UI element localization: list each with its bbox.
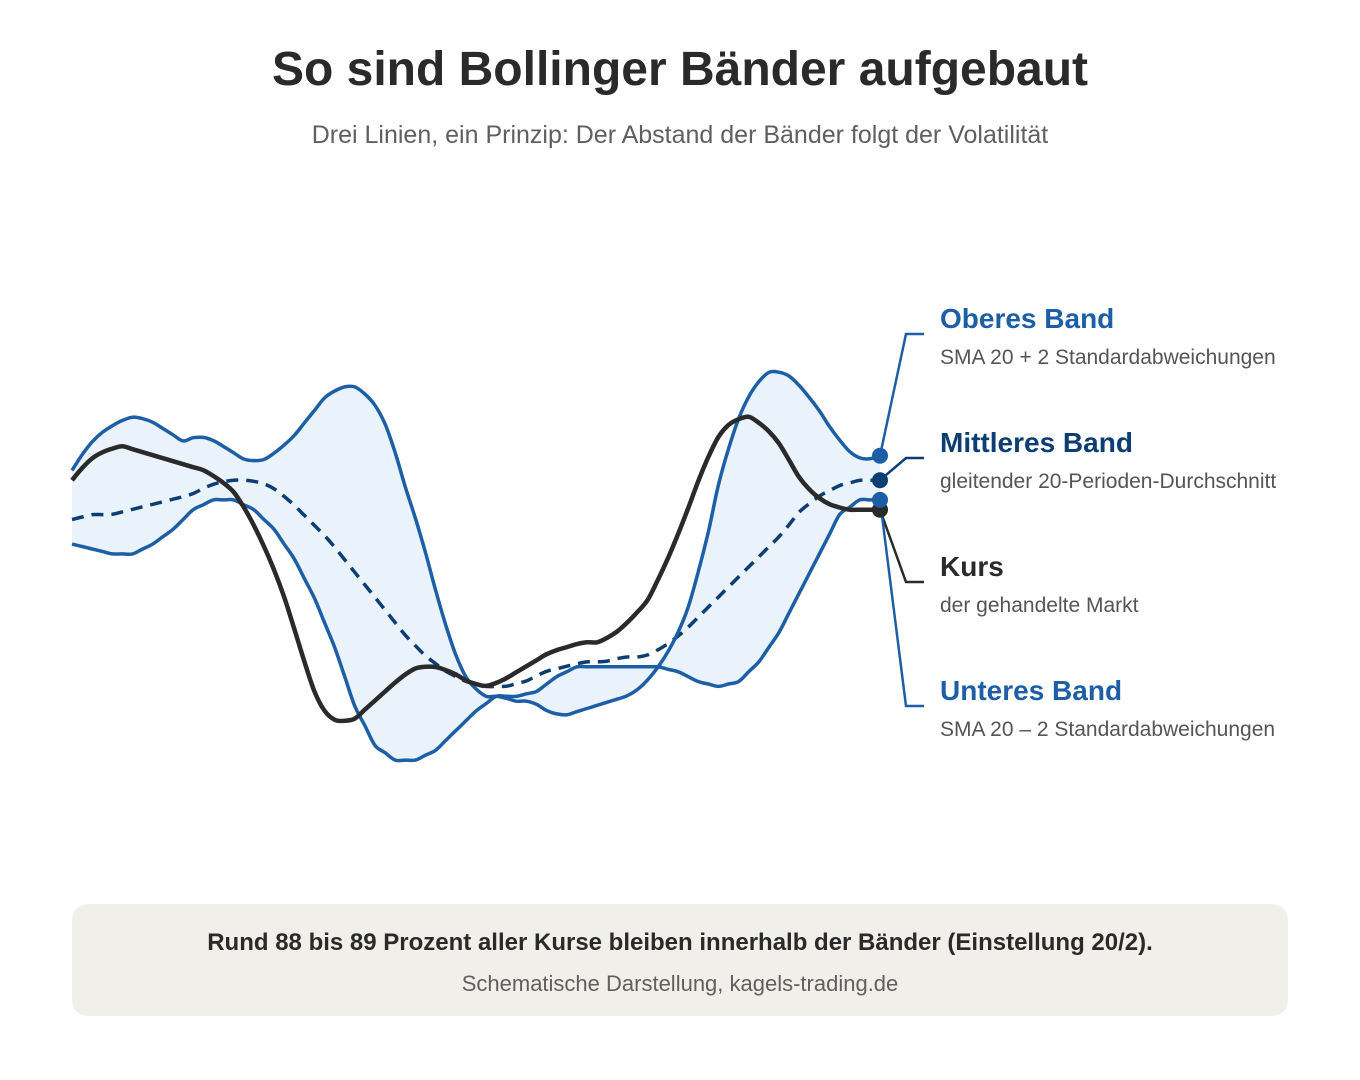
legend-upper-title: Oberes Band (940, 303, 1114, 334)
legend-middle-desc: gleitender 20-Perioden-Durchschnitt (940, 470, 1276, 493)
middle-band-line (71, 478, 880, 689)
upper-band-leader (878, 332, 924, 456)
chart-title: So sind Bollinger Bänder aufgebaut (271, 43, 1089, 96)
price-leader (878, 509, 924, 584)
chart-subtitle: Drei Linien, ein Prinzip: Der Abstand de… (311, 121, 1049, 149)
middle-band-endpoint (872, 472, 888, 489)
legend-price-title: Kurs (940, 551, 1004, 582)
price-line (70, 414, 880, 724)
legend-upper-desc: SMA 20 + 2 Standardabweichungen (940, 346, 1276, 369)
bollinger-chart: Oberes Band SMA 20 + 2 Standardabweichun… (70, 303, 1276, 763)
middle-band-leader (879, 456, 924, 482)
lower-band-line (71, 497, 880, 763)
legend-lower-desc: SMA 20 – 2 Standardabweichungen (940, 718, 1275, 741)
upper-band-endpoint (872, 447, 888, 464)
footer-source: Schematische Darstellung, kagels-trading… (461, 971, 899, 996)
upper-band-line (70, 369, 881, 717)
legend-lower-title: Unteres Band (940, 675, 1122, 706)
band-area (72, 371, 880, 761)
legend-middle-title: Mittleres Band (940, 427, 1133, 458)
legend-price-desc: der gehandelte Markt (940, 594, 1139, 617)
lower-band-leader (878, 499, 924, 708)
lower-band-endpoint (872, 491, 888, 508)
footer-note-box: Rund 88 bis 89 Prozent aller Kurse bleib… (72, 904, 1288, 1016)
footer-statement: Rund 88 bis 89 Prozent aller Kurse bleib… (207, 929, 1153, 956)
